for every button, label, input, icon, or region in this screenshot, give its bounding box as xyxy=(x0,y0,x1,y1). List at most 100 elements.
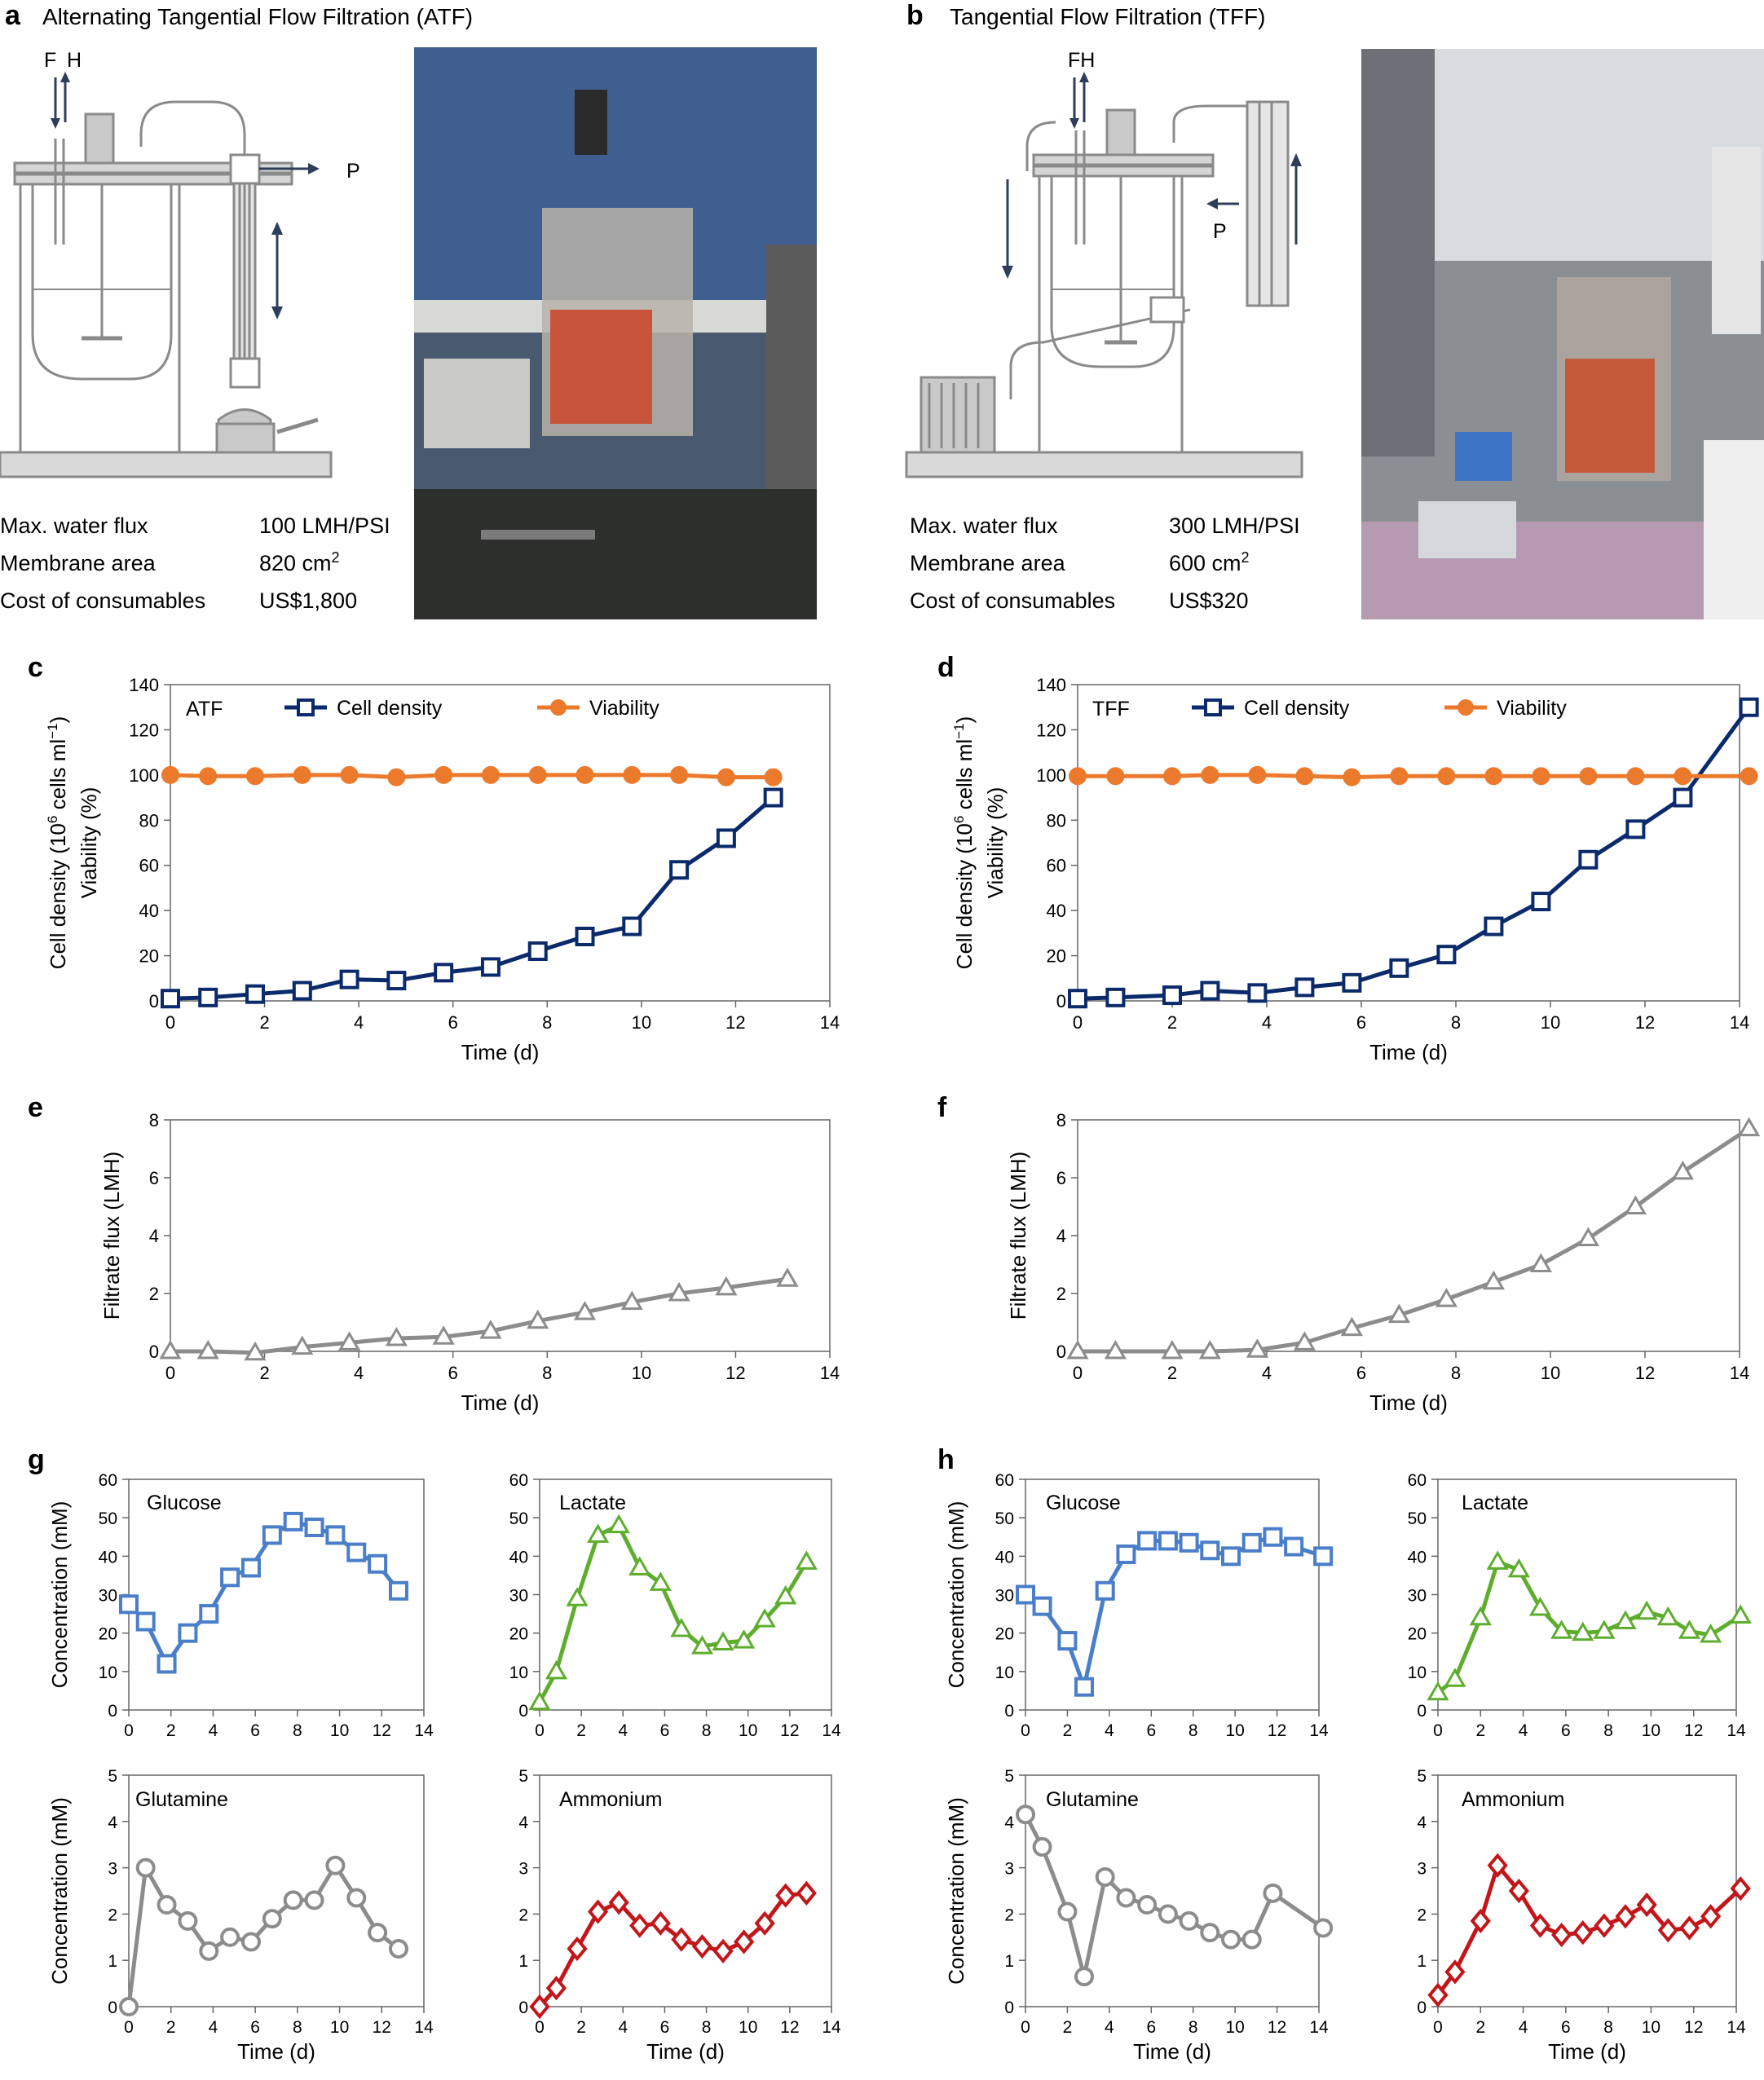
x-tick-label: 6 xyxy=(1356,1012,1366,1033)
y-tick-label: 2 xyxy=(1417,1906,1427,1924)
x-tick-label: 14 xyxy=(1309,1721,1329,1740)
y-tick-label: 30 xyxy=(99,1587,117,1606)
data-point xyxy=(159,1340,182,1359)
data-point xyxy=(1678,1915,1700,1941)
data-point xyxy=(1294,977,1315,998)
in-panel-label: Lactate xyxy=(1462,1492,1528,1514)
series-g1 xyxy=(119,1511,408,1674)
x-axis-label: Time (d) xyxy=(1369,1390,1448,1415)
atf-flow-label-p: P xyxy=(346,160,360,183)
data-point xyxy=(1158,1904,1178,1924)
panel-letter-a: a xyxy=(5,0,21,31)
y-tick-label: 30 xyxy=(509,1587,528,1606)
atf-flow-label-h: H xyxy=(67,49,82,72)
data-point xyxy=(733,1929,755,1954)
data-point xyxy=(1263,1883,1283,1903)
x-axis-label: Time (d) xyxy=(646,2039,725,2064)
plot-frame xyxy=(1077,684,1740,1002)
atf-schematic-illustration xyxy=(0,72,333,478)
data-point xyxy=(1158,1531,1178,1551)
data-point xyxy=(388,1580,408,1601)
data-point xyxy=(387,768,406,787)
x-tick-label: 0 xyxy=(1073,1363,1083,1383)
data-point xyxy=(1626,767,1645,786)
series-viability xyxy=(161,765,783,787)
y-tick-label: 60 xyxy=(995,1471,1014,1490)
panel-title-b: Tangential Flow Filtration (TFF) xyxy=(950,4,1265,29)
x-tick-label: 4 xyxy=(354,1012,364,1033)
data-point xyxy=(1444,1959,1466,1985)
data-point xyxy=(1529,1253,1553,1272)
data-point xyxy=(1390,767,1409,786)
data-point xyxy=(119,1997,139,2016)
y-tick-label: 5 xyxy=(108,1767,117,1786)
x-tick-label: 6 xyxy=(660,1721,670,1740)
data-point xyxy=(1578,849,1599,870)
tff-bioreactor-photo xyxy=(1361,49,1764,619)
x-tick-label: 12 xyxy=(1635,1012,1655,1033)
data-point xyxy=(1700,1624,1722,1643)
series-h4 xyxy=(1427,1853,1751,2007)
data-point xyxy=(325,1525,346,1545)
data-point xyxy=(161,989,180,1009)
y-tick-label: 5 xyxy=(1004,1767,1014,1786)
data-point xyxy=(774,1584,797,1605)
y-tick-label: 30 xyxy=(1408,1587,1427,1606)
tff-spec-value-1: 300 LMH/PSI xyxy=(1169,513,1300,538)
in-panel-label: Ammonium xyxy=(1462,1788,1564,1811)
y-tick-label: 5 xyxy=(1417,1767,1427,1786)
panel-letter-g: g xyxy=(28,1444,45,1475)
data-point xyxy=(119,1594,139,1615)
x-tick-label: 12 xyxy=(1684,2018,1703,2037)
y-tick-label: 40 xyxy=(1047,901,1066,921)
data-point xyxy=(1313,1918,1334,1938)
data-point xyxy=(1201,765,1219,784)
y-tick-label: 100 xyxy=(1036,765,1066,786)
legend-marker xyxy=(1204,698,1222,716)
data-point xyxy=(1487,1853,1508,1878)
y-tick-label: 120 xyxy=(1036,720,1066,740)
in-panel-label: Lactate xyxy=(559,1492,626,1514)
atf-spec-label-1: Max. water flux xyxy=(0,513,148,538)
data-point xyxy=(715,1276,738,1296)
x-tick-label: 14 xyxy=(820,1012,840,1033)
x-tick-label: 6 xyxy=(250,1721,260,1740)
y-tick-label: 5 xyxy=(518,1767,528,1786)
data-point xyxy=(386,971,407,991)
series-h2 xyxy=(1427,1550,1752,1701)
chart-h2: 0 2 4 6 8 10 12 14 0 10 20 30 40 50 60 Lactate xyxy=(1408,1471,1752,1740)
data-point xyxy=(529,1994,550,2020)
data-point xyxy=(220,1927,240,1947)
data-point xyxy=(1200,1923,1220,1943)
series-viability xyxy=(1069,765,1758,787)
data-point xyxy=(157,1895,177,1915)
data-point xyxy=(1387,1303,1411,1324)
x-tick-label: 10 xyxy=(1642,2018,1660,2037)
y-axis-label-sup: 6 xyxy=(951,816,967,823)
data-point xyxy=(1482,1270,1506,1290)
data-point xyxy=(670,1617,693,1637)
y-tick-label: 40 xyxy=(995,1548,1014,1567)
y-axis-label-part: Cell density (10 xyxy=(46,823,70,969)
data-point xyxy=(339,969,359,989)
y-tick-label: 4 xyxy=(1417,1813,1427,1832)
x-tick-label: 8 xyxy=(293,1721,302,1740)
x-tick-label: 0 xyxy=(535,1721,545,1740)
data-point xyxy=(283,1511,303,1531)
x-axis-label: Time (d) xyxy=(461,1390,540,1415)
x-tick-label: 0 xyxy=(1433,2018,1443,2037)
data-point xyxy=(1295,767,1314,786)
x-tick-label: 4 xyxy=(1262,1012,1272,1033)
y-tick-label: 10 xyxy=(99,1664,117,1682)
data-point xyxy=(1137,1531,1158,1551)
data-point xyxy=(1106,767,1125,786)
x-tick-label: 10 xyxy=(1541,1363,1560,1383)
y-tick-label: 0 xyxy=(149,1342,159,1362)
y-tick-label: 4 xyxy=(1056,1226,1066,1246)
y-tick-label: 2 xyxy=(1004,1906,1014,1924)
data-point xyxy=(528,1690,551,1711)
tff-flow-label-fh: FH xyxy=(1068,49,1095,72)
y-axis-label-part: cells ml xyxy=(952,739,977,816)
